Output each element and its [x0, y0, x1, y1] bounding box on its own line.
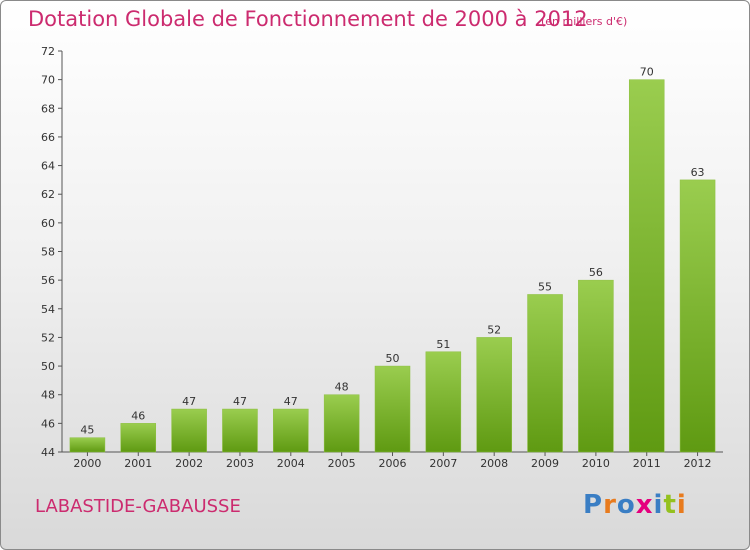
bar-2010: [578, 279, 614, 453]
logo-letter: r: [603, 490, 617, 520]
bar-2002: [171, 408, 207, 453]
data-label: 63: [691, 166, 705, 179]
y-tick-label: 54: [41, 303, 55, 316]
x-tick-label: 2005: [328, 457, 356, 470]
data-label: 48: [335, 381, 349, 394]
bar-2003: [222, 408, 258, 453]
logo-letter: x: [635, 490, 654, 520]
bar-2011: [628, 79, 665, 453]
y-tick-label: 60: [41, 217, 55, 230]
data-label: 52: [487, 323, 501, 336]
y-tick-label: 48: [41, 389, 55, 402]
data-label: 50: [386, 352, 400, 365]
x-tick-label: 2003: [226, 457, 254, 470]
x-tick-label: 2009: [531, 457, 559, 470]
bar-2008: [476, 337, 512, 453]
y-tick-label: 44: [41, 446, 55, 459]
data-label: 51: [436, 338, 450, 351]
y-tick-label: 70: [41, 74, 55, 87]
bars: 45 46 47 47 47 48 50 51 52 55 56 70 63: [69, 66, 716, 453]
bar-2001: [120, 423, 157, 453]
logo-letter: P: [583, 490, 604, 520]
data-label: 45: [80, 424, 94, 437]
y-tick-label: 62: [41, 188, 55, 201]
y-tick-label: 72: [41, 45, 55, 58]
x-tick-label: 2012: [684, 457, 712, 470]
x-tick-label: 2000: [73, 457, 101, 470]
y-tick-label: 50: [41, 360, 55, 373]
data-label: 70: [640, 66, 654, 79]
logo-letter: i: [653, 490, 664, 520]
y-tick-label: 46: [41, 417, 55, 430]
bar-2009: [527, 294, 563, 453]
chart-unit: (en milliers d'€): [541, 15, 628, 28]
y-tick-label: 52: [41, 331, 55, 344]
commune-name: LABASTIDE-GABAUSSE: [35, 496, 241, 517]
x-tick-label: 2007: [429, 457, 457, 470]
logo-letter: t: [663, 490, 677, 520]
bar-2006: [374, 365, 411, 453]
data-label: 56: [589, 266, 603, 279]
x-tick-label: 2004: [277, 457, 305, 470]
bar-2004: [273, 408, 309, 453]
x-tick-label: 2002: [175, 457, 203, 470]
y-tick-label: 66: [41, 131, 55, 144]
data-label: 55: [538, 280, 552, 293]
x-tick-label: 2006: [379, 457, 407, 470]
y-tick-label: 68: [41, 102, 55, 115]
y-tick-label: 64: [41, 160, 55, 173]
bar-2007: [425, 351, 462, 453]
logo-letter: o: [616, 490, 636, 520]
data-label: 47: [284, 395, 298, 408]
y-tick-label: 56: [41, 274, 55, 287]
chart-title: Dotation Globale de Fonctionnement de 20…: [28, 7, 588, 31]
proxiti-logo[interactable]: Proxiti: [583, 490, 687, 520]
x-tick-label: 2011: [633, 457, 661, 470]
x-tick-label: 2008: [480, 457, 508, 470]
logo-letter: i: [676, 490, 687, 520]
data-label: 47: [182, 395, 196, 408]
y-tick-label: 58: [41, 246, 55, 259]
bar-2012: [679, 179, 716, 453]
axes: 44 46 48 50 52 54 56 58 60 62 64 66 68 70 72 2000 2001 20…: [41, 45, 723, 470]
x-tick-label: 2001: [124, 457, 152, 470]
bar-2005: [323, 394, 360, 453]
data-label: 47: [233, 395, 247, 408]
x-tick-label: 2010: [582, 457, 610, 470]
data-label: 46: [131, 409, 145, 422]
bar-2000: [69, 437, 106, 453]
